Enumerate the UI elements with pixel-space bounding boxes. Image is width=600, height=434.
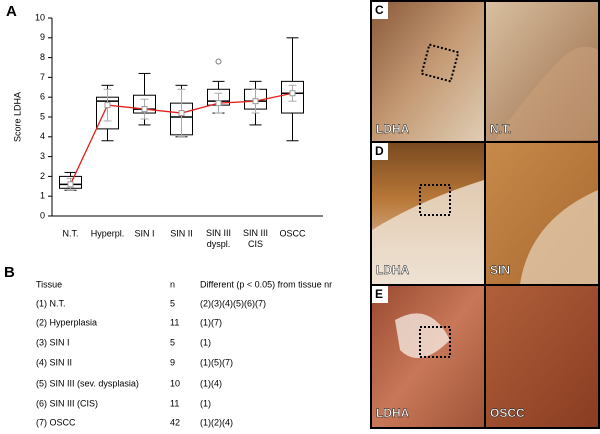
x-tick-label: Hyperpl.	[91, 228, 125, 238]
mean-marker	[289, 90, 296, 97]
y-tick-label: 3	[40, 151, 45, 161]
image-label: LDHA	[376, 406, 410, 420]
panel-label: A	[6, 3, 17, 20]
table-cell: (7) OSCC	[36, 417, 76, 427]
tissue	[372, 180, 484, 284]
outlier	[215, 58, 222, 65]
table-cell: (5) SIN III (sev. dysplasia)	[36, 378, 139, 388]
y-tick-label: 1	[40, 191, 45, 201]
table-cell: 11	[170, 398, 179, 408]
table-cell: (1)(4)	[200, 378, 222, 388]
table-cell: (1) N.T.	[36, 298, 66, 308]
y-tick-label: 6	[40, 92, 45, 102]
image-label: LDHA	[376, 263, 410, 277]
table-cell: (1)(7)	[200, 317, 222, 327]
label-bg	[372, 286, 388, 303]
table-cell: (2)(3)(4)(5)(6)(7)	[200, 298, 266, 308]
y-tick-label: 10	[35, 12, 45, 22]
table-cell: (1)(5)(7)	[200, 357, 233, 367]
table-header: Different (p < 0.05) from tissue nr	[200, 279, 332, 289]
mean-marker	[215, 100, 222, 107]
label-bg	[372, 143, 388, 160]
y-tick-label: 4	[40, 131, 45, 141]
table-cell: 5	[170, 337, 175, 347]
inset-box	[419, 184, 451, 216]
tissue	[520, 190, 598, 284]
mean-marker	[67, 181, 74, 188]
y-axis-label: Score LDHA	[12, 92, 22, 142]
y-tick-label: 7	[40, 72, 45, 82]
x-tick-label: SIN I	[134, 228, 154, 238]
y-tick-label: 8	[40, 52, 45, 62]
table-cell: (1)	[200, 398, 211, 408]
image	[372, 2, 484, 141]
y-tick-label: 9	[40, 32, 45, 42]
table-cell: (6) SIN III (CIS)	[36, 398, 98, 408]
tissue	[395, 313, 450, 358]
image	[486, 286, 598, 427]
y-tick-label: 2	[40, 171, 45, 181]
panel-label: C	[375, 3, 384, 17]
mean-marker	[252, 98, 259, 105]
table-cell: (1)	[200, 337, 211, 347]
table-cell: 5	[170, 298, 175, 308]
table-header: n	[170, 279, 175, 289]
table-cell: (3) SIN I	[36, 337, 70, 347]
x-tick-label: SIN III CIS	[243, 228, 268, 249]
image-label: N.T.	[490, 122, 511, 136]
mean-marker	[141, 106, 148, 113]
x-tick-label: OSCC	[279, 228, 306, 238]
y-tick-label: 0	[40, 210, 45, 220]
tissue	[495, 46, 598, 140]
table-cell: (4) SIN II	[36, 357, 72, 367]
inset-box	[419, 326, 451, 358]
table-cell: 11	[170, 317, 179, 327]
table-cell: (1)(2)(4)	[200, 417, 233, 427]
image-label: LDHA	[376, 122, 410, 136]
panel-label: B	[4, 264, 15, 281]
image-label: SIN	[490, 263, 510, 277]
x-tick-label: SIN II	[170, 228, 193, 238]
label-bg	[372, 2, 388, 19]
mean-marker	[104, 102, 111, 109]
table-cell: 10	[170, 378, 180, 388]
panel-label: E	[375, 287, 383, 301]
micrographs	[370, 0, 600, 429]
table-cell: (2) Hyperplasia	[36, 317, 97, 327]
y-tick-label: 5	[40, 111, 45, 121]
inset-box	[420, 43, 460, 83]
image-label: OSCC	[490, 406, 525, 420]
table-cell: 9	[170, 357, 175, 367]
x-tick-label: SIN III dyspl.	[206, 228, 231, 249]
x-tick-label: N.T.	[62, 228, 78, 238]
table-header: Tissue	[36, 279, 62, 289]
panel-label: D	[375, 144, 384, 158]
mean-marker	[178, 110, 185, 117]
table-cell: 42	[170, 417, 180, 427]
